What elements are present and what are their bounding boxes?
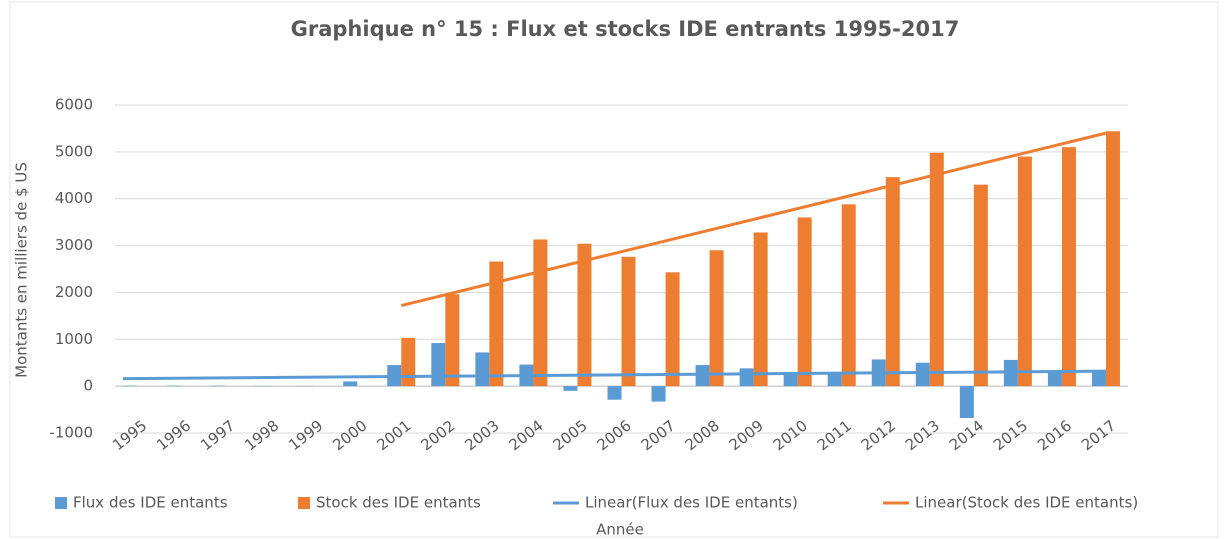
bar <box>621 256 636 387</box>
bar <box>885 177 900 387</box>
bar <box>401 337 416 387</box>
y-tick-label: 0 <box>83 377 93 395</box>
bar <box>973 184 988 387</box>
bar <box>1017 156 1032 387</box>
bar <box>1091 370 1106 387</box>
y-tick-label: -1000 <box>49 424 93 442</box>
legend-label: Linear(Stock des IDE entants) <box>915 494 1138 512</box>
bar <box>959 386 974 419</box>
y-tick-label: 6000 <box>55 96 93 114</box>
bar <box>827 373 842 387</box>
legend-label: Stock des IDE entants <box>316 494 481 512</box>
bar <box>533 239 548 387</box>
y-tick-label: 5000 <box>55 142 93 160</box>
bar <box>475 352 490 387</box>
bar <box>577 243 592 387</box>
bar <box>1047 371 1062 387</box>
bar <box>607 386 622 400</box>
bar <box>739 368 754 387</box>
y-tick-label: 1000 <box>55 330 93 348</box>
bar <box>929 152 944 387</box>
y-tick-label: 4000 <box>55 189 93 207</box>
bar <box>445 294 460 387</box>
chart-title: Graphique n° 15 : Flux et stocks IDE ent… <box>291 17 960 41</box>
bar <box>915 362 930 387</box>
bar <box>563 386 578 391</box>
legend-swatch <box>298 497 310 509</box>
legend-label: Flux des IDE entants <box>73 494 228 512</box>
bar <box>797 217 812 387</box>
y-tick-label: 2000 <box>55 283 93 301</box>
trend-line <box>400 131 1107 308</box>
bar <box>1061 147 1076 387</box>
bar <box>431 343 446 387</box>
bar <box>665 272 680 387</box>
bar <box>1105 131 1120 387</box>
bar <box>753 232 768 387</box>
chart-frame <box>9 1 1219 538</box>
bar <box>489 261 504 387</box>
y-axis-label: Montants en milliers de $ US <box>13 162 31 378</box>
legend-label: Linear(Flux des IDE entants) <box>585 494 798 512</box>
bar <box>709 250 724 387</box>
bar <box>651 386 666 402</box>
trend-line <box>122 369 1106 381</box>
legend-swatch <box>55 497 67 509</box>
bar <box>841 204 856 387</box>
bar <box>783 372 798 387</box>
x-axis-label: Année <box>596 521 644 539</box>
y-tick-label: 3000 <box>55 236 93 254</box>
bar <box>343 381 358 387</box>
